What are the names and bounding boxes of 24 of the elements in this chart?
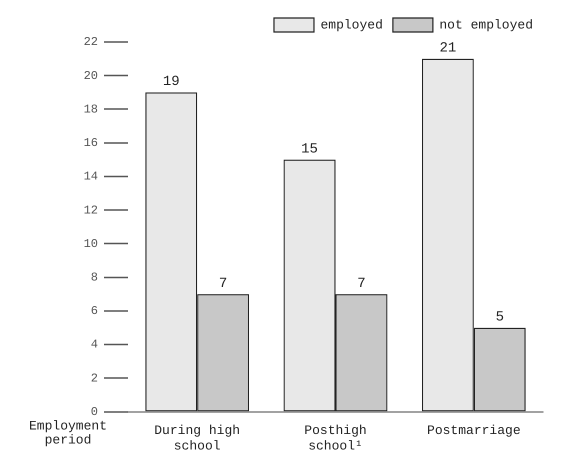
data-label: 7 — [218, 276, 228, 292]
data-label: 15 — [301, 141, 318, 158]
y-tick-label: 18 — [84, 102, 98, 116]
y-tick-label: 8 — [90, 270, 98, 284]
y-tick-label: 22 — [84, 35, 98, 50]
legend-label: employed — [320, 17, 383, 32]
data-label: 21 — [439, 40, 456, 57]
y-tick-label: 4 — [90, 338, 98, 352]
y-tick-label: 16 — [84, 136, 98, 150]
y-tick-label: 20 — [84, 68, 98, 83]
y-tick-label: 14 — [84, 170, 98, 184]
legend-label: not employed — [439, 17, 534, 32]
y-tick-label: 0 — [90, 404, 98, 419]
x-axis-title: Employment period — [28, 418, 108, 448]
data-label: 5 — [496, 309, 504, 326]
data-label: 7 — [357, 276, 366, 292]
y-tick-label: 12 — [84, 203, 98, 218]
y-tick-label: 6 — [90, 304, 98, 318]
y-tick-label: 2 — [90, 371, 98, 386]
x-tick-label: Posthigh school¹ — [304, 423, 367, 454]
y-tick-label: 10 — [84, 236, 98, 251]
x-tick-label: Postmarriage — [427, 423, 521, 438]
x-tick-label: During high school — [154, 423, 240, 454]
data-label: 19 — [162, 74, 180, 90]
